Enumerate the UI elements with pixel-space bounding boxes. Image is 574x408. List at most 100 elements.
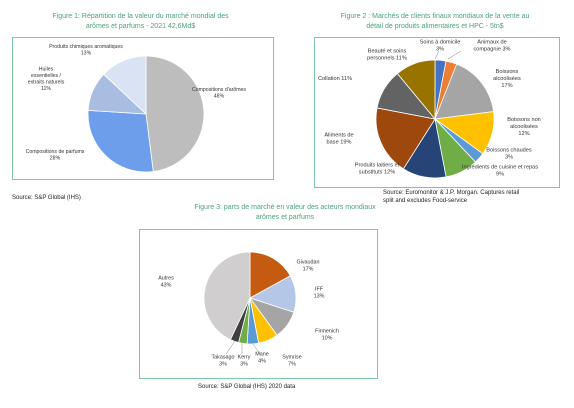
figure2-source: Source: Euromonitor & J.P. Morgan. Captu…	[383, 189, 519, 205]
slice-label-animaux-de: Animaux de compagnie 3%	[473, 40, 510, 53]
slice-label-line: 48%	[214, 93, 225, 99]
figure2-source-line2: split and excludes Food-service	[383, 198, 468, 204]
figure2-frame: Soins à domicile 3% Animaux de compagnie 3%…	[314, 37, 560, 188]
figure3-pie-chart: Givaudan 17% IFF 13% Firmenich 10% Symrise 7% Ma…	[158, 251, 339, 368]
slice-label-givaudan: Givaudan 17%	[296, 260, 319, 273]
slice-label-line: personnels 11%	[367, 56, 407, 62]
slice-label-line: 9%	[496, 172, 504, 178]
slice-label-boissons-chaudes: Boissons chaudes 3%	[486, 148, 532, 161]
slice-label-line: compagnie 3%	[473, 47, 510, 53]
slice-label-line: alcoolisées	[510, 124, 538, 130]
slice-label-line: Mane	[255, 352, 269, 358]
slice-label-line: Givaudan	[296, 260, 319, 266]
slice-label-line: 11%	[41, 86, 51, 92]
slice-label-produits-chimiques-aromatiques: Produits chimiques aromatiques 13%	[49, 44, 123, 57]
slice-label-boissons: Boissons alcoolisées 17%	[493, 69, 521, 89]
slice-label-line: 28%	[50, 155, 61, 161]
slice-label-line: 13%	[314, 293, 325, 299]
slice-label-line: 13%	[81, 50, 92, 56]
slice-label-line: extraits naturels	[28, 79, 65, 85]
slice-label-line: Boissons chaudes	[486, 148, 532, 154]
figure1-source: Source: S&P Global (IHS)	[12, 195, 81, 201]
slice-label-line: Aliments de	[324, 133, 353, 139]
slice-label-line: Animaux de	[477, 40, 507, 46]
pie-slice-boissons	[434, 63, 494, 120]
slice-label-ingredients-de-cuisine-et-repas: Ingrédients de cuisine et repas 9%	[462, 165, 538, 178]
slice-label-line: 17%	[501, 83, 512, 89]
figure1-title-line1: Figure 1: Répartition de la valeur du ma…	[52, 13, 229, 20]
figure2-pie-chart: Soins à domicile 3%Animaux de compagnie 3%…	[318, 40, 541, 179]
slice-label-line: 12%	[518, 131, 529, 137]
figure1-title-line2: arômes et parfums - 2021 42,6Md$	[85, 23, 196, 30]
slice-label-line: Symrise	[282, 355, 301, 361]
slice-label-firmenich: Firmenich 10%	[315, 329, 339, 342]
slice-label-line: Ingrédients de cuisine et repas	[462, 165, 538, 171]
slice-label-line: Beauté et soins	[368, 49, 407, 55]
slice-label-line: Collation 11%	[318, 76, 352, 82]
slice-label-line: 17%	[303, 266, 314, 272]
slice-label-line: Soins à domicile	[420, 40, 461, 46]
slice-label-symrise: Symrise 7%	[282, 355, 301, 368]
slice-label-line: Kerry	[238, 355, 251, 361]
figure1-frame: Compositions d'arômes 48% Compositions de …	[12, 37, 274, 180]
slice-label-line: IFF	[315, 287, 324, 293]
slice-label-line: 3%	[436, 47, 444, 53]
slice-label-aliments-de: Aliments de base 19%	[324, 133, 353, 146]
pie-slice-compositions-de-parfums	[87, 109, 154, 173]
slice-label-line: Compositions d'arômes	[192, 87, 246, 93]
leader-line	[252, 343, 261, 355]
slice-label-line: Autres	[158, 276, 174, 282]
slice-label-iff: IFF 13%	[314, 287, 325, 300]
slice-label-collation-11: Collation 11%	[318, 76, 352, 82]
slice-label-line: 10%	[322, 335, 333, 341]
leader-line	[447, 50, 462, 60]
slice-label-produits-laitiers-et: Produits laitiers et substituts 12%	[355, 163, 400, 176]
slice-label-mane: Mane 4%	[255, 352, 269, 365]
leader-line	[434, 50, 440, 60]
slice-label-line: base 19%	[327, 140, 352, 146]
slice-label-compositions-de-parfums: Compositions de parfums 28%	[26, 149, 85, 162]
pie-slice-givaudan	[249, 251, 291, 299]
slice-label-line: 3%	[240, 361, 248, 367]
pie-slice-compositions-d-aromes	[145, 55, 205, 172]
figure2-title-line2: détail de produits alimentaires et HPC -…	[366, 23, 504, 30]
slice-label-line: 7%	[288, 361, 296, 367]
slice-label-line: Produits chimiques aromatiques	[49, 44, 123, 50]
figure2-title-line1: Figure 2 : Marchés de clients finaux mon…	[340, 13, 530, 20]
pie-slice-autres	[203, 251, 251, 341]
slice-label-line: 3%	[219, 361, 227, 367]
slice-label-kerry: Kerry 3%	[238, 355, 251, 368]
slice-label-line: Produits laitiers et	[355, 163, 400, 169]
slice-label-line: Boissons non	[507, 117, 541, 123]
slice-label-line: 4%	[258, 358, 266, 364]
slice-label-line: essentielles /	[31, 73, 62, 79]
figure2-source-line1: Source: Euromonitor & J.P. Morgan. Captu…	[383, 190, 520, 196]
slice-label-line: Takasago	[211, 355, 234, 361]
pie-slice-produits-chimiques-aromatiques	[103, 55, 147, 115]
slice-label-line: 3%	[505, 155, 513, 161]
pie-slice-beaute-et-soins	[396, 59, 436, 121]
slice-label-soins-a-domicile: Soins à domicile 3%	[420, 40, 461, 53]
pie-slice-aliments-de	[375, 107, 436, 170]
slice-label-boissons-non: Boissons non alcoolisées 12%	[507, 117, 541, 137]
figure2-title: Figure 2 : Marchés de clients finaux mon…	[300, 12, 570, 32]
slice-label-line: Compositions de parfums	[26, 149, 85, 155]
figure1-title: Figure 1: Répartition de la valeur du ma…	[8, 12, 273, 32]
leader-line	[225, 340, 236, 355]
slice-label-line: alcoolisées	[493, 76, 521, 82]
figure3-title: Figure 3: parts de marché en valeur des …	[150, 203, 420, 223]
figure3-source: Source: S&P Global (IHS) 2020 data	[198, 384, 296, 390]
figure3-title-line1: Figure 3: parts de marché en valeur des …	[194, 204, 376, 211]
slice-label-compositions-d-aromes: Compositions d'arômes 48%	[192, 87, 246, 100]
slice-label-line: substituts 12%	[359, 170, 395, 176]
slice-label-beaute-et-soins: Beauté et soins personnels 11%	[367, 49, 407, 62]
slice-label-line: 43%	[161, 282, 172, 288]
slice-label-line: Boissons	[496, 69, 519, 75]
slice-label-huiles: Huiles essentielles / extraits naturels 11%	[28, 66, 65, 92]
figure1-pie-chart: Compositions d'arômes 48% Compositions de …	[26, 44, 246, 173]
slice-label-line: Huiles	[39, 66, 54, 72]
figure3-frame: Givaudan 17% IFF 13% Firmenich 10% Symrise 7% Ma…	[139, 229, 378, 379]
slice-label-line: Firmenich	[315, 329, 339, 335]
slice-label-takasago: Takasago 3%	[211, 355, 234, 368]
figure3-title-line2: arômes et parfums	[255, 214, 315, 221]
